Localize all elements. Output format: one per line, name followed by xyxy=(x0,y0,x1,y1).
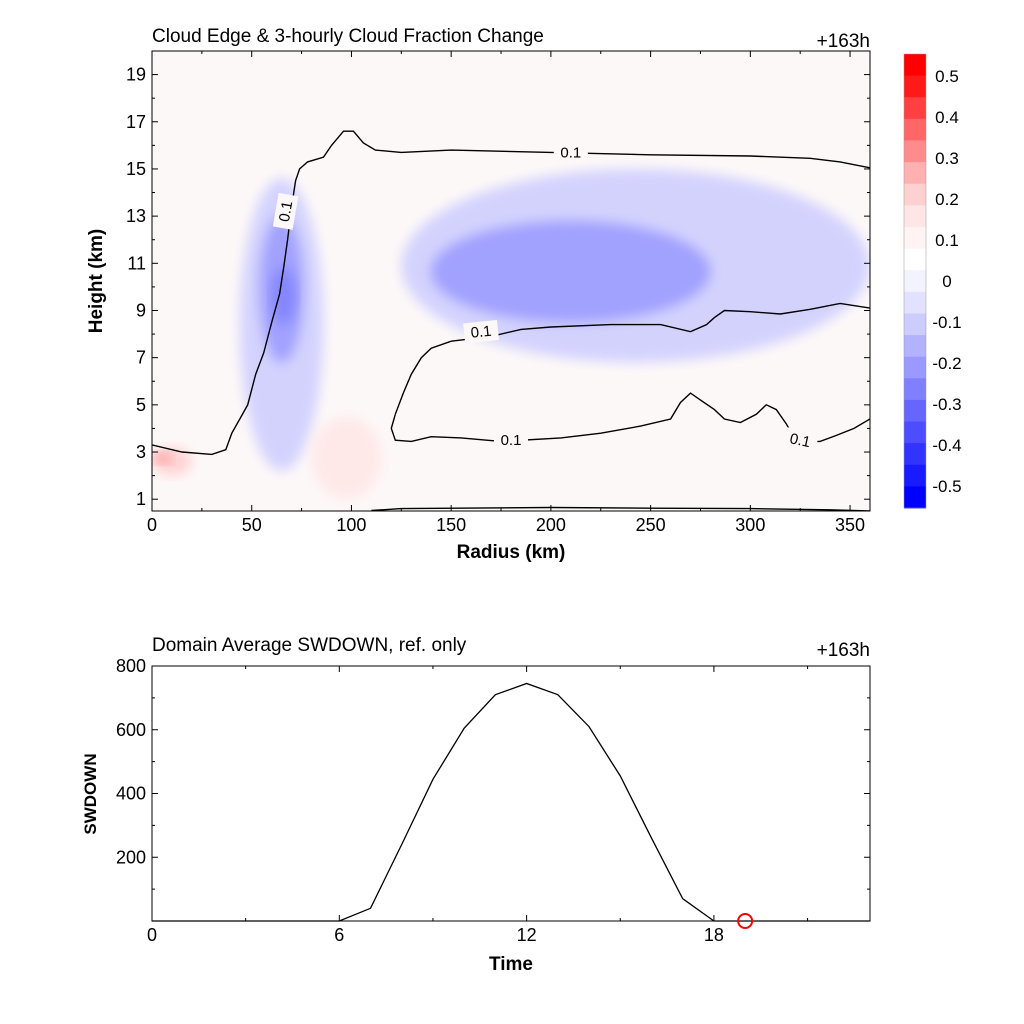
field-region-6 xyxy=(152,452,172,464)
colorbar-swatch xyxy=(904,75,926,98)
bottom-x-tick-label: 18 xyxy=(704,925,724,945)
colorbar-swatch xyxy=(904,378,926,401)
colorbar-label: 0 xyxy=(942,272,951,291)
top-y-tick-label: 3 xyxy=(136,442,146,462)
colorbar-label: -0.3 xyxy=(932,395,961,414)
colorbar-swatch xyxy=(904,205,926,228)
colorbar-swatch xyxy=(904,140,926,163)
colorbar-swatch xyxy=(904,335,926,358)
top-x-tick-label: 0 xyxy=(147,515,157,535)
colorbar-swatch xyxy=(904,183,926,206)
bottom-panel-title: Domain Average SWDOWN, ref. only xyxy=(152,635,467,656)
bottom-y-axis: 200 400 600 800 xyxy=(116,656,870,890)
contour-label-0: 0.1 xyxy=(560,144,581,161)
contour-label-2: 0.1 xyxy=(470,323,493,342)
colorbar-label: 0.2 xyxy=(935,190,959,209)
colorbar-swatch xyxy=(904,291,926,314)
contour-label-bg-0 xyxy=(553,142,588,163)
top-x-tick-label: 150 xyxy=(436,515,466,535)
top-y-tick-label: 7 xyxy=(136,348,146,368)
bottom-y-tick-label: 200 xyxy=(116,847,146,867)
contour-label-bg-3 xyxy=(494,430,528,451)
top-y-tick-label: 15 xyxy=(126,159,146,179)
top-x-tick-label: 100 xyxy=(336,515,366,535)
colorbar-swatch xyxy=(904,443,926,466)
current-time-marker xyxy=(737,913,754,929)
contour-label-bg-2 xyxy=(463,319,500,344)
bottom-x-tick-label: 6 xyxy=(334,925,344,945)
contour-labels: 0.1 0.1 0.1 0.1 0.1 xyxy=(272,142,819,454)
top-panel-time-tag: +163h xyxy=(817,31,870,52)
top-x-tick-label: 250 xyxy=(636,515,666,535)
colorbar-swatch xyxy=(904,464,926,487)
colorbar xyxy=(903,53,927,509)
contour-upper xyxy=(152,130,870,456)
bottom-plot-frame xyxy=(151,665,871,922)
colorbar-swatch xyxy=(904,486,926,509)
colorbar-swatch xyxy=(904,399,926,423)
colorbar-swatch xyxy=(904,226,926,250)
field-region-4 xyxy=(431,220,711,323)
colorbar-label: -0.2 xyxy=(932,354,961,373)
top-x-tick-label: 200 xyxy=(536,515,566,535)
top-plot-frame xyxy=(151,50,871,512)
bottom-x-tick-label: 0 xyxy=(147,925,157,945)
top-x-tick-label: 350 xyxy=(835,515,865,535)
contour-label-bg-1 xyxy=(272,192,299,230)
top-y-tick-label: 17 xyxy=(126,112,146,132)
top-y-tick-label: 13 xyxy=(126,206,146,226)
colorbar-swatch xyxy=(904,421,926,444)
colorbar-label: -0.4 xyxy=(932,436,961,455)
contour-label-3: 0.1 xyxy=(501,432,522,449)
top-x-axis: 0 50 100 150 200 250 300 350 xyxy=(147,51,865,535)
bottom-y-tick-label: 800 xyxy=(116,656,146,676)
bottom-panel-time-tag: +163h xyxy=(817,640,870,661)
field-region-7 xyxy=(311,416,382,500)
colorbar-label: 0.1 xyxy=(935,231,959,250)
colorbar-swatch xyxy=(904,118,926,141)
colorbar-swatch xyxy=(904,248,926,271)
top-panel-title: Cloud Edge & 3-hourly Cloud Fraction Cha… xyxy=(152,26,544,47)
top-x-tick-label: 300 xyxy=(735,515,765,535)
field-region-2 xyxy=(271,268,296,325)
bottom-y-axis-label: SWDOWN xyxy=(81,753,100,834)
bottom-x-axis-label: Time xyxy=(489,954,533,975)
bottom-x-tick-label: 12 xyxy=(517,925,537,945)
colorbar-swatch xyxy=(904,162,926,185)
colorbar-swatch xyxy=(904,97,926,120)
colorbar-label: 0.4 xyxy=(935,108,959,127)
top-y-tick-label: 19 xyxy=(126,65,146,85)
bottom-y-tick-label: 600 xyxy=(116,720,146,740)
colorbar-swatch xyxy=(904,54,926,77)
colorbar-frame xyxy=(903,53,927,509)
contour-label-4: 0.1 xyxy=(788,430,812,451)
colorbar-label: -0.1 xyxy=(932,313,961,332)
top-y-tick-label: 5 xyxy=(136,395,146,415)
colorbar-label: 0.3 xyxy=(935,149,959,168)
colorbar-swatch xyxy=(904,356,926,379)
top-y-tick-label: 11 xyxy=(127,253,146,273)
swdown-line xyxy=(152,682,870,922)
colorbar-swatch xyxy=(904,270,926,293)
top-y-tick-label: 9 xyxy=(136,300,146,320)
contour-middle xyxy=(394,302,870,415)
top-y-axis-label: Height (km) xyxy=(86,229,107,334)
contour-label-bg-4 xyxy=(781,426,819,454)
top-y-tick-label: 1 xyxy=(136,489,146,509)
colorbar-label: -0.5 xyxy=(932,477,961,496)
contour-label-1: 0.1 xyxy=(276,200,296,223)
cloud-fraction-field xyxy=(152,168,870,500)
colorbar-label: 0.5 xyxy=(935,67,959,86)
bottom-y-tick-label: 400 xyxy=(116,784,146,804)
bottom-x-axis: 0 6 12 18 xyxy=(147,666,809,945)
colorbar-labels: 0.5 0.4 0.3 0.2 0.1 0 -0.1 -0.2 -0.3 -0.4 -0.5 xyxy=(932,67,961,496)
colorbar-swatch xyxy=(904,313,926,336)
top-x-tick-label: 50 xyxy=(242,515,262,535)
top-x-axis-label: Radius (km) xyxy=(457,542,566,563)
swdown-series xyxy=(152,682,870,929)
